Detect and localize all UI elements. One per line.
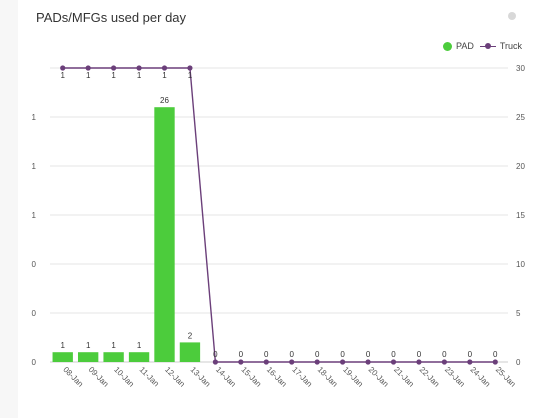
truck-data-label: 1 [60,71,65,80]
pad-swatch-icon [442,41,452,51]
left-tick-label: 0 [32,309,37,318]
x-tick-label: 22-Jan [418,365,442,389]
truck-point [441,359,447,365]
x-tick-label: 23-Jan [443,365,467,389]
x-tick-label: 09-Jan [87,365,111,389]
truck-data-label: 0 [289,350,294,359]
legend-item-truck[interactable]: Truck [479,41,522,51]
left-tick-label: 1 [32,113,37,122]
chart-title: PADs/MFGs used per day [36,10,187,25]
x-tick-label: 20-Jan [367,365,391,389]
x-tick-label: 08-Jan [61,365,85,389]
pad-data-label: 26 [160,96,169,105]
x-tick-label: 21-Jan [392,365,416,389]
truck-point [365,359,371,365]
right-tick-label: 25 [516,113,525,122]
x-axis-ticks: 08-Jan 09-Jan 10-Jan 11-Jan 12-Jan 13-Jan 14-J… [61,365,517,389]
truck-point [136,65,142,71]
left-tick-label: 0 [32,260,37,269]
truck-data-label: 0 [493,350,498,359]
truck-data-label: 1 [111,71,116,80]
truck-data-label: 0 [468,350,473,359]
legend-pad-label: PAD [455,41,474,51]
truck-data-label: 0 [340,350,345,359]
left-axis-ticks: 0 0 0 1 1 1 [32,113,37,367]
right-tick-label: 15 [516,211,525,220]
truck-point [467,359,473,365]
x-tick-label: 17-Jan [290,365,314,389]
pad-data-label: 1 [60,341,65,350]
pad-data-label: 1 [111,341,116,350]
legend-item-pad[interactable]: PAD [442,41,474,51]
truck-data-label: 0 [391,350,396,359]
right-tick-label: 5 [516,309,521,318]
chart-card [18,0,534,418]
x-tick-label: 19-Jan [341,365,365,389]
x-tick-label: 15-Jan [239,365,263,389]
pad-bar [77,352,99,362]
truck-swatch-icon [479,42,496,51]
truck-data-label: 0 [315,350,320,359]
chart-legend: PAD Truck [442,41,522,51]
truck-point [289,359,295,365]
x-tick-label: 11-Jan [138,365,161,388]
pad-bar [103,352,124,362]
truck-point [60,65,66,71]
truck-point [263,359,269,365]
x-tick-label: 25-Jan [494,365,518,389]
truck-data-label: 1 [162,71,167,80]
x-tick-label: 13-Jan [189,365,213,389]
pad-bars: 1 1 1 1 26 2 [52,96,201,362]
truck-point [161,65,168,71]
left-tick-label: 0 [32,358,37,367]
pad-data-label: 1 [137,341,142,350]
pad-bar [128,352,150,362]
pad-data-label: 1 [86,341,91,350]
truck-point [314,359,320,365]
truck-series-line [62,67,496,363]
right-tick-label: 0 [516,358,521,367]
right-tick-label: 20 [516,162,525,171]
pad-bar [154,107,175,362]
truck-data-label: 0 [417,350,422,359]
truck-point [85,65,91,71]
truck-point [390,359,397,365]
truck-point [187,65,193,71]
legend-truck-label: Truck [499,41,522,51]
x-tick-label: 12-Jan [163,365,187,389]
truck-point [340,359,346,365]
truck-data-label: 1 [137,71,142,80]
truck-data-label: 1 [86,71,91,80]
x-tick-label: 18-Jan [316,365,340,389]
truck-data-label: 0 [442,350,447,359]
right-tick-label: 30 [516,64,525,73]
pad-data-label: 2 [188,331,193,340]
menu-icon[interactable] [508,12,516,20]
truck-data-label: 0 [213,350,218,359]
truck-point [492,359,498,365]
truck-point [238,359,244,365]
pad-bar [179,342,201,362]
right-tick-label: 10 [516,260,525,269]
truck-data-label: 0 [239,350,244,359]
right-axis-ticks: 0 5 10 15 20 25 30 [516,64,525,367]
truck-point [111,65,117,71]
grid-lines [50,67,508,363]
truck-line: 1 1 1 1 1 1 0 0 0 0 0 0 0 0 0 0 0 0 [60,65,498,365]
truck-data-label: 1 [188,71,193,80]
pad-bar [52,352,73,362]
truck-point [212,359,218,365]
x-tick-label: 14-Jan [214,365,238,389]
left-tick-label: 1 [32,211,37,220]
x-tick-label: 24-Jan [468,365,492,389]
x-tick-label: 10-Jan [112,365,136,389]
truck-data-label: 0 [366,350,371,359]
x-tick-label: 16-Jan [265,365,289,389]
left-tick-label: 1 [32,162,37,171]
truck-data-label: 0 [264,350,269,359]
truck-point [416,359,422,365]
